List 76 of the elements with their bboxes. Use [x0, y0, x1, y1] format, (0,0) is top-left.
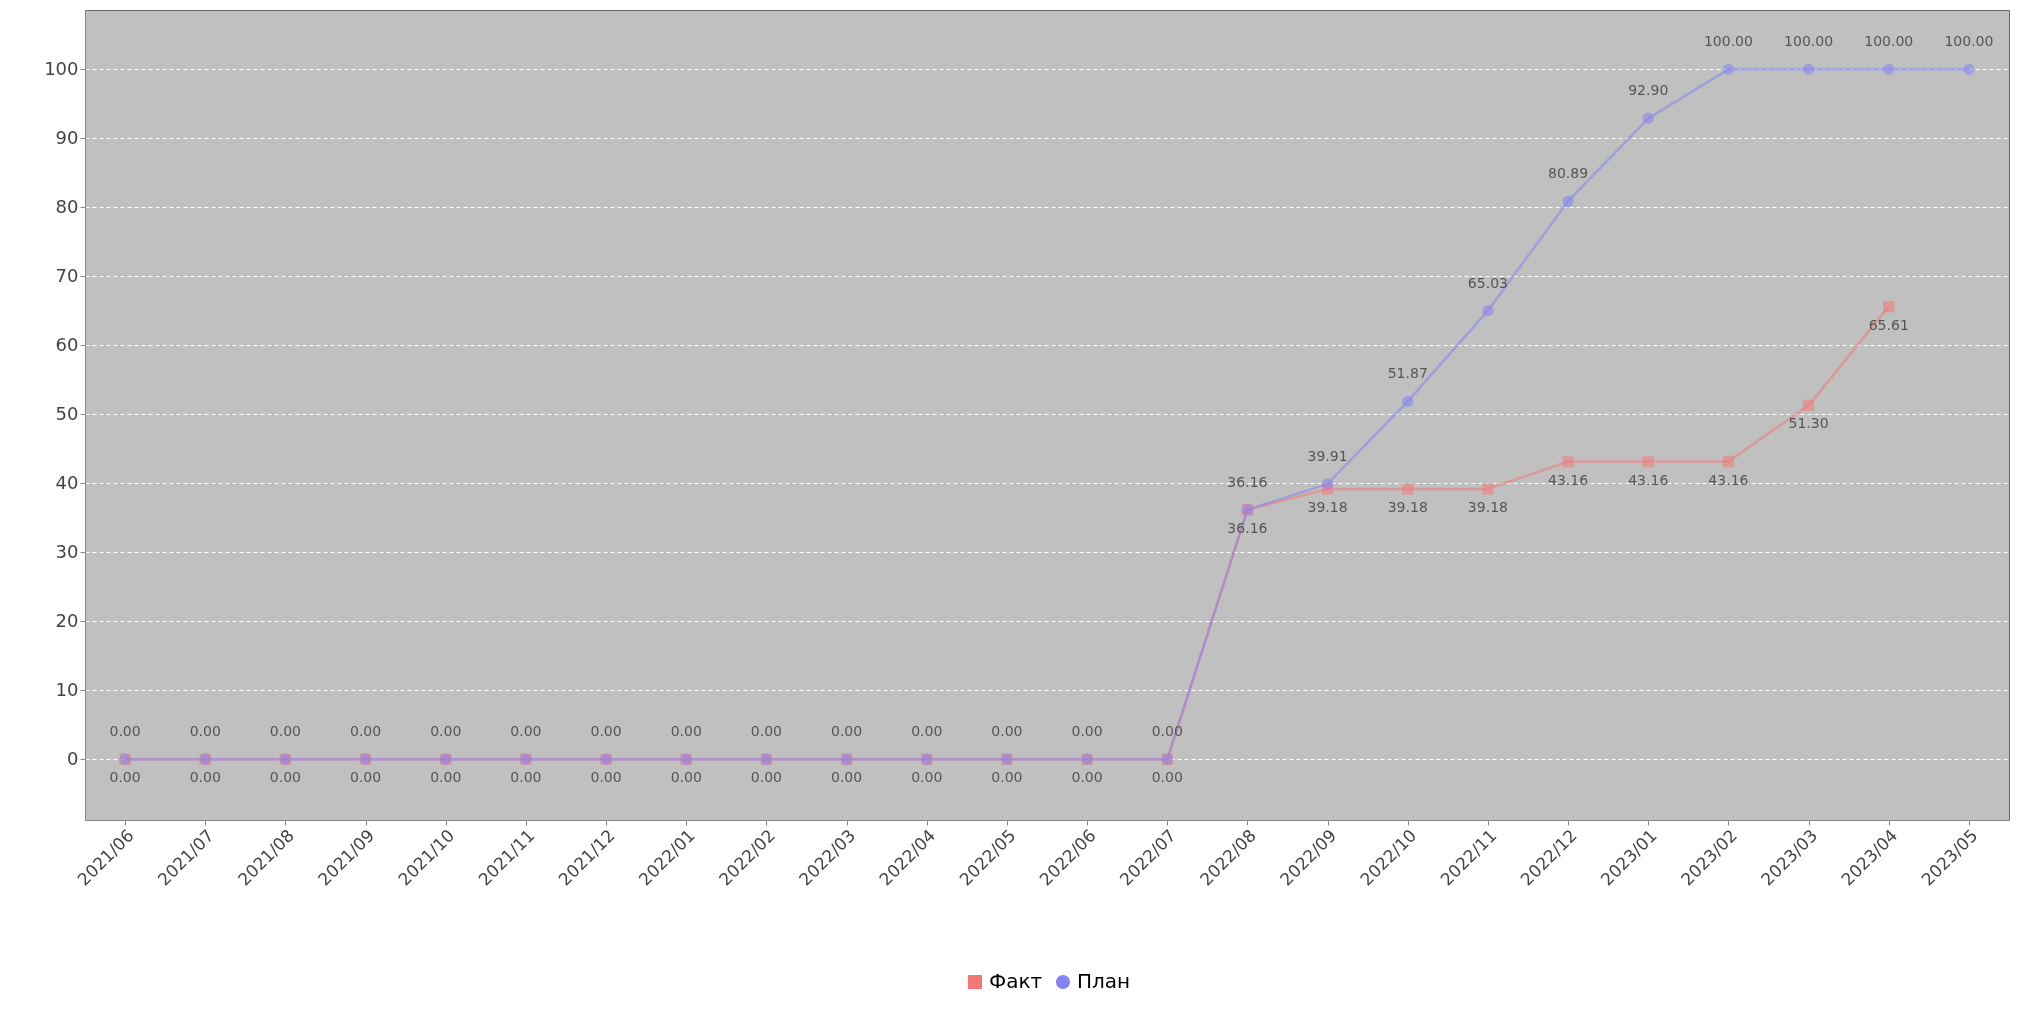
data-label: 0.00	[350, 723, 382, 740]
point	[1883, 63, 1895, 76]
data-label: 43.16	[1548, 471, 1589, 488]
data-label: 0.00	[670, 723, 702, 740]
data-label: 39.18	[1307, 498, 1348, 515]
data-label: 51.87	[1387, 365, 1428, 382]
data-label: 0.00	[590, 769, 622, 786]
data-label: 0.00	[1071, 769, 1103, 786]
data-label: 0.00	[189, 769, 221, 786]
y-tick-label: 80	[55, 195, 79, 217]
point	[1482, 483, 1494, 495]
point	[1722, 63, 1735, 76]
data-label: 0.00	[430, 723, 462, 740]
y-tick-label: 70	[55, 264, 79, 286]
y-tick-label: 50	[55, 402, 79, 424]
data-label: 0.00	[510, 723, 542, 740]
data-label: 0.00	[831, 769, 863, 786]
point	[1562, 195, 1574, 207]
data-label: 43.16	[1628, 471, 1669, 488]
legend-label: План	[1077, 969, 1131, 993]
y-tick-label: 100	[44, 57, 79, 79]
point	[1402, 395, 1414, 408]
point	[1642, 455, 1654, 468]
data-label: 0.00	[510, 769, 542, 786]
data-label: 0.00	[109, 723, 141, 740]
data-label: 43.16	[1708, 471, 1749, 488]
point	[1482, 304, 1494, 317]
data-label: 0.00	[1151, 769, 1183, 786]
point	[1562, 455, 1574, 468]
point	[1963, 63, 1975, 76]
data-label: 65.03	[1467, 274, 1508, 291]
data-label: 0.00	[750, 723, 782, 740]
data-label: 39.18	[1387, 498, 1428, 515]
data-label: 0.00	[269, 769, 301, 786]
data-label: 0.00	[1151, 723, 1183, 740]
data-label: 36.16	[1227, 519, 1268, 536]
data-label: 100.00	[1944, 33, 1994, 50]
data-label: 0.00	[430, 769, 462, 786]
data-label: 100.00	[1703, 33, 1753, 50]
data-label: 0.00	[590, 723, 622, 740]
data-label: 0.00	[1071, 723, 1103, 740]
legend-label: Факт	[989, 969, 1043, 993]
data-label: 51.30	[1788, 415, 1829, 432]
data-label: 0.00	[670, 769, 702, 786]
data-label: 0.00	[831, 723, 863, 740]
point	[1642, 112, 1654, 125]
data-label: 92.90	[1628, 82, 1669, 99]
data-label: 0.00	[991, 723, 1023, 740]
point	[1321, 478, 1334, 490]
point	[1802, 63, 1815, 76]
data-label: 100.00	[1864, 33, 1914, 50]
data-label: 0.00	[911, 769, 943, 786]
data-label: 0.00	[269, 723, 301, 740]
data-label: 0.00	[189, 723, 221, 740]
data-label: 36.16	[1227, 473, 1268, 490]
y-tick-label: 10	[55, 678, 79, 700]
point	[1402, 483, 1414, 495]
data-label: 39.91	[1307, 447, 1348, 464]
data-label: 0.00	[991, 769, 1023, 786]
y-tick-label: 90	[55, 126, 79, 148]
y-tick-label: 30	[55, 540, 79, 562]
point	[1802, 399, 1815, 412]
y-tick-label: 0	[67, 747, 79, 769]
data-label: 80.89	[1548, 165, 1589, 182]
point	[1883, 300, 1895, 313]
data-label: 100.00	[1784, 33, 1834, 50]
data-label: 65.61	[1868, 316, 1909, 333]
y-tick-label: 60	[55, 333, 79, 355]
data-label: 39.18	[1467, 498, 1508, 515]
data-label: 0.00	[750, 769, 782, 786]
y-tick-label: 40	[55, 471, 79, 493]
y-tick-label: 20	[55, 609, 79, 631]
data-label: 0.00	[350, 769, 382, 786]
point	[1722, 455, 1735, 468]
data-label: 0.00	[109, 769, 141, 786]
data-label: 0.00	[911, 723, 943, 740]
